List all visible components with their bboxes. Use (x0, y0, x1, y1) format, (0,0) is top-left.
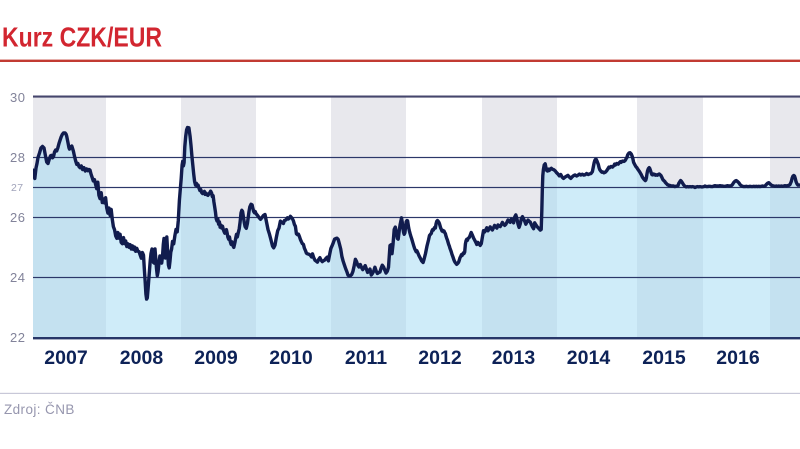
svg-text:2007: 2007 (44, 347, 87, 369)
svg-text:2016: 2016 (716, 347, 760, 369)
svg-text:28: 28 (10, 150, 25, 165)
svg-text:26: 26 (10, 210, 25, 225)
svg-text:2009: 2009 (194, 347, 238, 369)
svg-text:Zdroj: ČNB: Zdroj: ČNB (4, 402, 75, 417)
svg-text:2013: 2013 (492, 347, 536, 369)
svg-text:2008: 2008 (120, 347, 164, 369)
svg-text:2011: 2011 (345, 347, 387, 369)
svg-text:Kurz CZK/EUR: Kurz CZK/EUR (2, 22, 162, 53)
svg-text:2010: 2010 (269, 347, 313, 369)
svg-text:22: 22 (10, 330, 25, 345)
svg-text:30: 30 (10, 90, 25, 105)
svg-text:2015: 2015 (642, 347, 686, 369)
svg-text:24: 24 (10, 270, 25, 285)
svg-text:27: 27 (11, 182, 23, 194)
svg-text:2014: 2014 (567, 347, 611, 369)
svg-text:2012: 2012 (418, 347, 462, 369)
